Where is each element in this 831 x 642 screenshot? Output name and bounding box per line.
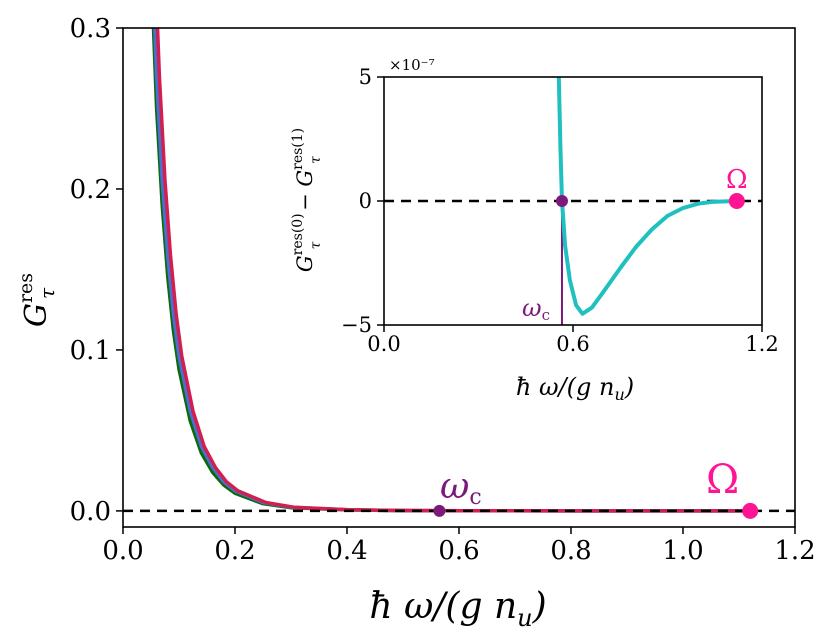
inset-plot: 0.0 0.6 1.2 −5 0 5 ×10⁻⁷ ωc Ω ħ ω/(g nu) Gre… xyxy=(290,56,779,404)
main-x-tick-label: 1.2 xyxy=(774,536,815,566)
inset-omega-c-sub: c xyxy=(542,306,550,324)
main-x-tick-label: 1.0 xyxy=(662,536,703,566)
omega-c-base: ω xyxy=(440,466,469,507)
main-ylabel-base: G xyxy=(19,303,54,327)
main-y-ticks: 0.0 0.1 0.2 0.3 xyxy=(70,14,123,527)
main-x-ticks: 0.0 0.2 0.4 0.6 0.8 1.0 1.2 xyxy=(102,527,816,566)
main-ylabel-sub: τ xyxy=(35,287,59,299)
inset-x-tick-label: 1.2 xyxy=(745,332,778,356)
main-y-tick-label: 0.0 xyxy=(70,497,111,527)
main-x-tick-label: 0.6 xyxy=(438,536,479,566)
inset-y-tick-label: 0 xyxy=(359,189,372,213)
main-y-axis-label: Gresτ xyxy=(15,273,59,327)
inset-xlabel-sub: u xyxy=(614,385,624,404)
omega-c-annotation: ωc xyxy=(440,466,482,510)
inset-y-axis-label: Gres(0) τ − Gres(1) τ xyxy=(290,128,324,272)
inset-ylabel-b-sup: res(1) xyxy=(290,128,306,170)
inset-y-ticks: −5 0 5 xyxy=(341,65,384,337)
inset-y-tick-label: 5 xyxy=(359,65,372,89)
inset-ylabel-a-sup: res(0) xyxy=(290,213,306,255)
main-plot: 0.0 0.2 0.4 0.6 0.8 1.0 1.2 0.00.10.20.3 ωc Ω … xyxy=(15,14,816,632)
inset-ylabel-b-sub: τ xyxy=(308,156,324,164)
main-y-tick-label: 0.1 xyxy=(70,336,111,366)
inset-scale-label: ×10⁻⁷ xyxy=(389,56,435,74)
main-series-line-2 xyxy=(155,28,751,513)
inset-ylabel-a: G xyxy=(293,255,317,272)
omega-c-sub: c xyxy=(469,485,481,510)
inset-x-tick-label: 0.0 xyxy=(367,332,400,356)
main-x-tick-label: 0.0 xyxy=(102,536,143,566)
main-markers xyxy=(433,502,759,519)
main-y-tick-label: 0.3 xyxy=(70,14,111,44)
inset-x-axis-label: ħ ω/(g nu) xyxy=(516,373,634,404)
main-xlabel-suffix: ) xyxy=(532,586,547,627)
main-x-axis-label: ħ ω/(g nu) xyxy=(369,586,546,632)
inset-marker-omega xyxy=(728,193,745,209)
inset-curves xyxy=(556,77,737,316)
inset-xlabel-prefix: ħ ω/(g n xyxy=(516,373,615,401)
main-curves xyxy=(151,28,751,513)
inset-marker-omega-c xyxy=(555,195,568,207)
inset-y-tick-label: −5 xyxy=(341,313,372,337)
inset-markers xyxy=(555,193,745,209)
inset-omega-big-annotation: Ω xyxy=(726,165,748,195)
main-x-tick-label: 0.4 xyxy=(326,536,367,566)
main-xlabel-prefix: ħ ω/(g n xyxy=(369,586,517,627)
main-marker-omega-c xyxy=(433,504,446,517)
inset-ylabel-a-sub: τ xyxy=(308,241,324,249)
main-ylabel-sup: res xyxy=(15,273,37,303)
omega-big-annotation: Ω xyxy=(706,457,739,503)
inset-xlabel-suffix: ) xyxy=(624,373,634,401)
main-x-tick-label: 0.2 xyxy=(214,536,255,566)
main-xlabel-sub: u xyxy=(517,604,532,632)
main-marker-omega xyxy=(742,502,759,519)
inset-omega-c-base: ω xyxy=(522,294,542,322)
inset-ylabel-b: G xyxy=(293,170,317,187)
main-x-tick-label: 0.8 xyxy=(550,536,591,566)
inset-omega-c-annotation: ωc xyxy=(522,294,550,324)
inset-ylabel-minus: − xyxy=(293,187,317,218)
main-y-tick-label: 0.2 xyxy=(70,175,111,205)
inset-series-line-0 xyxy=(556,77,737,316)
inset-x-ticks: 0.0 0.6 1.2 xyxy=(367,325,779,356)
inset-x-tick-label: 0.6 xyxy=(556,332,589,356)
